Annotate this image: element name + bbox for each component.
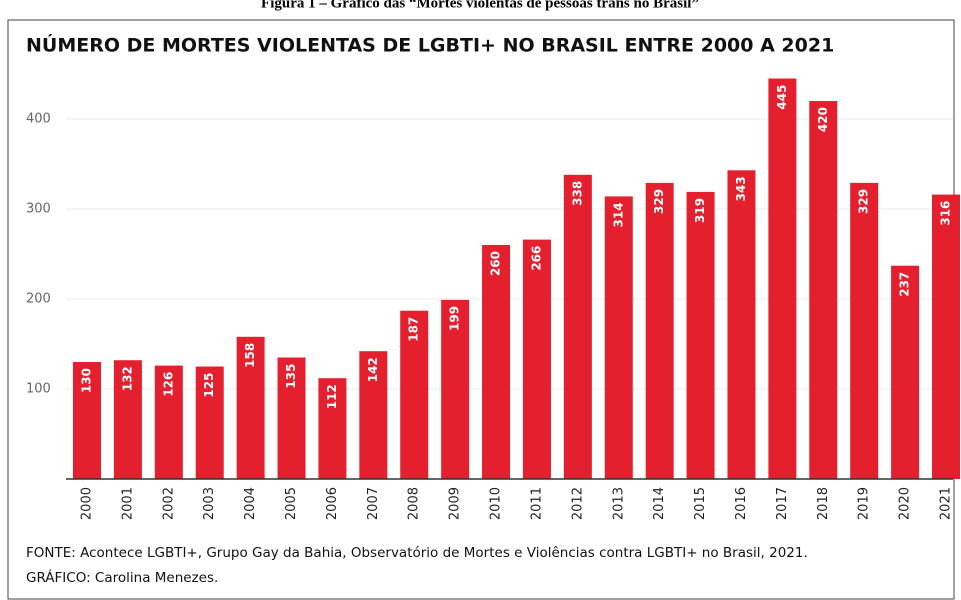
x-tick-label: 2014 — [652, 487, 667, 520]
value-label: 314 — [611, 202, 625, 227]
x-tick-label: 2015 — [693, 487, 708, 520]
x-tick-label: 2021 — [939, 487, 954, 520]
y-tick-label: 200 — [26, 292, 51, 307]
value-label: 260 — [489, 251, 503, 276]
y-tick-label: 300 — [26, 202, 51, 217]
x-tick-label: 2002 — [161, 487, 176, 520]
bar — [850, 182, 879, 479]
value-label: 112 — [325, 384, 339, 409]
x-tick-label: 2013 — [611, 487, 626, 520]
bar — [563, 174, 592, 480]
bar — [809, 101, 838, 479]
x-tick-label: 2011 — [529, 487, 544, 520]
bar — [441, 299, 470, 479]
bar — [359, 351, 388, 479]
bar — [195, 366, 224, 479]
chart-title: NÚMERO DE MORTES VIOLENTAS DE LGBTI+ NO … — [26, 33, 834, 57]
bar — [522, 239, 551, 479]
bar — [604, 196, 633, 479]
y-tick-label: 400 — [26, 112, 51, 127]
value-label: 420 — [816, 107, 830, 132]
x-tick-label: 2000 — [80, 487, 95, 520]
bar — [73, 362, 101, 479]
figure-caption: Figura 1 – Gráfico das “Mortes violentas… — [261, 0, 699, 11]
value-label: 237 — [898, 272, 912, 297]
source: FONTE: Acontece LGBTI+, Grupo Gay da Bah… — [26, 545, 808, 561]
x-tick-label: 2007 — [366, 487, 381, 520]
value-label: 199 — [448, 306, 462, 331]
value-label: 445 — [775, 85, 789, 110]
bar — [768, 78, 797, 479]
bar — [686, 191, 715, 479]
x-tick-label: 2005 — [284, 487, 299, 520]
value-label: 316 — [939, 201, 953, 226]
bar — [482, 245, 511, 479]
value-label: 187 — [407, 317, 421, 342]
value-label: 158 — [243, 343, 257, 368]
bar — [645, 182, 674, 479]
x-tick-label: 2019 — [857, 487, 872, 520]
y-tick-label: 100 — [26, 382, 51, 397]
bar — [932, 194, 960, 479]
value-label: 338 — [570, 181, 584, 206]
x-tick-label: 2018 — [816, 487, 831, 520]
value-label: 135 — [284, 364, 298, 389]
value-label: 142 — [366, 357, 380, 382]
bar — [277, 357, 306, 479]
value-label: 125 — [202, 373, 216, 398]
bar — [891, 265, 920, 479]
bar — [154, 365, 183, 479]
bar — [727, 170, 756, 480]
bar — [236, 336, 265, 479]
bar — [113, 360, 142, 479]
value-label: 343 — [734, 176, 748, 201]
x-tick-label: 2006 — [325, 487, 340, 520]
value-label: 130 — [80, 368, 94, 393]
x-tick-label: 2003 — [202, 487, 217, 520]
x-tick-label: 2012 — [570, 487, 585, 520]
x-tick-label: 2010 — [489, 487, 504, 520]
value-label: 266 — [529, 246, 543, 271]
x-tick-label: 2020 — [898, 487, 913, 520]
x-tick-label: 2016 — [734, 487, 749, 520]
value-label: 329 — [857, 189, 871, 214]
bar — [400, 310, 429, 479]
x-tick-label: 2008 — [407, 487, 422, 520]
x-tick-label: 2017 — [775, 487, 790, 520]
bar — [318, 378, 347, 479]
x-tick-label: 2001 — [120, 487, 135, 520]
value-label: 319 — [693, 198, 707, 223]
value-label: 132 — [120, 366, 134, 391]
x-tick-label: 2004 — [243, 487, 258, 520]
x-tick-label: 2009 — [448, 487, 463, 520]
value-label: 329 — [652, 189, 666, 214]
value-label: 126 — [161, 372, 175, 397]
credit: GRÁFICO: Carolina Menezes. — [26, 569, 218, 586]
